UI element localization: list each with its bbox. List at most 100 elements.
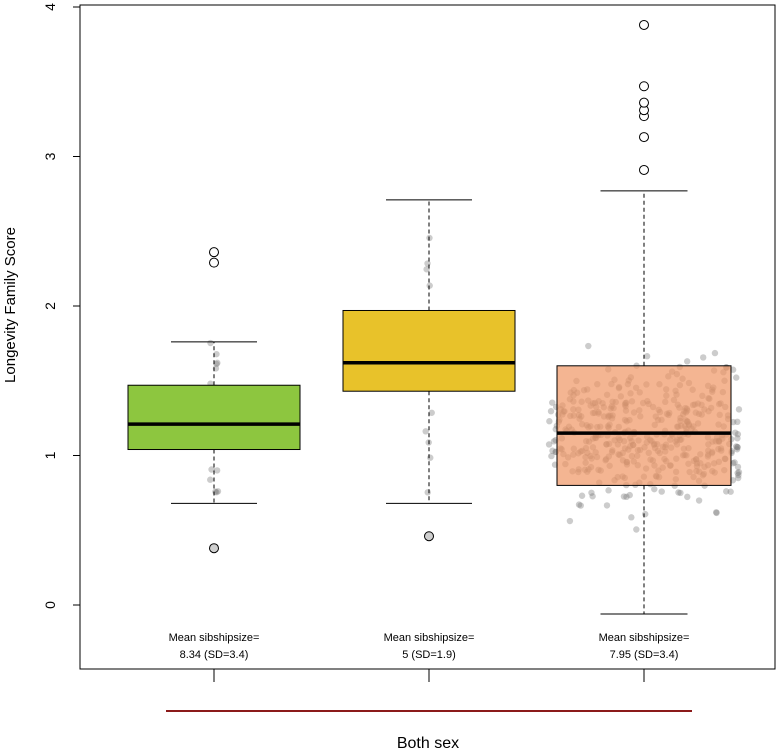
jitter-point [733,374,740,381]
y-axis-label: Longevity Family Score [2,227,19,383]
outlier-point [639,81,649,92]
y-tick-label: 4 [42,3,58,11]
jitter-point [548,452,555,460]
jitter-point [734,444,741,451]
group-annotation: Mean sibshipsize= [169,632,260,644]
jitter-point [214,488,222,495]
jitter-point [734,469,741,477]
y-tick-label: 1 [42,451,58,459]
outlier-point [639,164,649,175]
jitter-point [207,476,214,483]
jitter-point [735,474,742,482]
jitter-point [695,497,703,504]
jitter-point [729,460,737,467]
jitter-point [658,488,665,495]
box [127,384,301,451]
jitter-point [575,501,583,508]
jitter-point [643,353,651,360]
jitter-point [735,468,743,476]
jitter-point [675,489,682,496]
group-annotation: 8.34 (SD=3.4) [180,649,249,661]
jitter-point [427,454,434,461]
jitter-point [713,509,720,516]
y-tick-label: 0 [42,601,58,609]
jitter-point [423,266,430,273]
jitter-point [734,463,742,471]
outlier-point [639,19,649,30]
y-axis: 0 1 2 3 4 [42,3,81,609]
jitter-point [700,354,707,361]
jitter-point [727,488,734,495]
jitter-point [729,366,737,373]
jitter-point [733,443,740,450]
box-group [127,19,732,615]
jitter-point [549,447,556,454]
jitter-point [207,339,214,347]
jitter-point [626,491,633,499]
jitter-point [426,282,433,289]
jitter-point [577,502,584,509]
jitter-point [547,408,555,415]
jitter-point [723,488,730,495]
jitter-point [589,493,596,500]
jitter-point [546,418,553,425]
jitter-point [422,428,429,435]
jitter-point [734,418,741,426]
jitter-point [713,509,720,517]
y-tick-label: 3 [42,152,58,160]
jitter-point [730,418,737,426]
jitter-point [735,406,743,413]
jitter-point [213,467,221,474]
y-tick-label: 2 [42,302,58,310]
jitter-point [633,526,640,533]
jitter-point [732,429,739,436]
jitter-point [684,358,691,365]
jitter-point [428,409,435,416]
jitter-point [214,359,221,367]
jitter-point [424,260,431,267]
jitter-point [734,431,742,438]
jitter-point [734,435,741,442]
jitter-point [588,489,595,496]
jitter-point [213,489,220,496]
group-annotation: Mean sibshipsize= [384,632,475,644]
outlier-point [424,531,434,542]
jitter-point [734,443,741,451]
jitter-point [677,489,684,497]
jitter-point [628,514,635,521]
jitter-point [733,446,741,453]
group-annotation: 7.95 (SD=3.4) [610,649,679,661]
outlier-point [209,257,219,268]
jitter-point [642,510,649,518]
jitter-point [566,517,574,525]
x-axis-label: Both sex [397,735,459,752]
jitter-point [605,487,612,494]
group-annotation: Mean sibshipsize= [599,632,690,644]
outlier-point [209,247,219,258]
outlier-point [639,97,649,108]
box [556,365,732,486]
jitter-point [424,489,431,496]
group-annotation: 5 (SD=1.9) [402,649,456,661]
jitter-point [731,459,738,466]
jitter-point [545,441,553,448]
jitter-point [549,399,556,406]
jitter-point [620,493,628,500]
jitter-point [603,502,611,509]
jitter-point [623,493,630,501]
box [342,309,516,392]
jitter-point [213,350,220,358]
jitter-point [550,438,558,445]
outlier-point [209,543,219,554]
jitter-point [651,485,658,493]
jitter-point [208,466,215,473]
jitter-point [735,471,742,479]
jitter-point [213,360,220,368]
x-axis [213,669,645,682]
jitter-point [585,342,592,350]
annotations: Mean sibshipsize= 8.34 (SD=3.4) Mean sibsh… [169,632,690,661]
jitter-point [684,493,691,501]
jitter-point [578,492,586,499]
outlier-point [639,132,649,143]
